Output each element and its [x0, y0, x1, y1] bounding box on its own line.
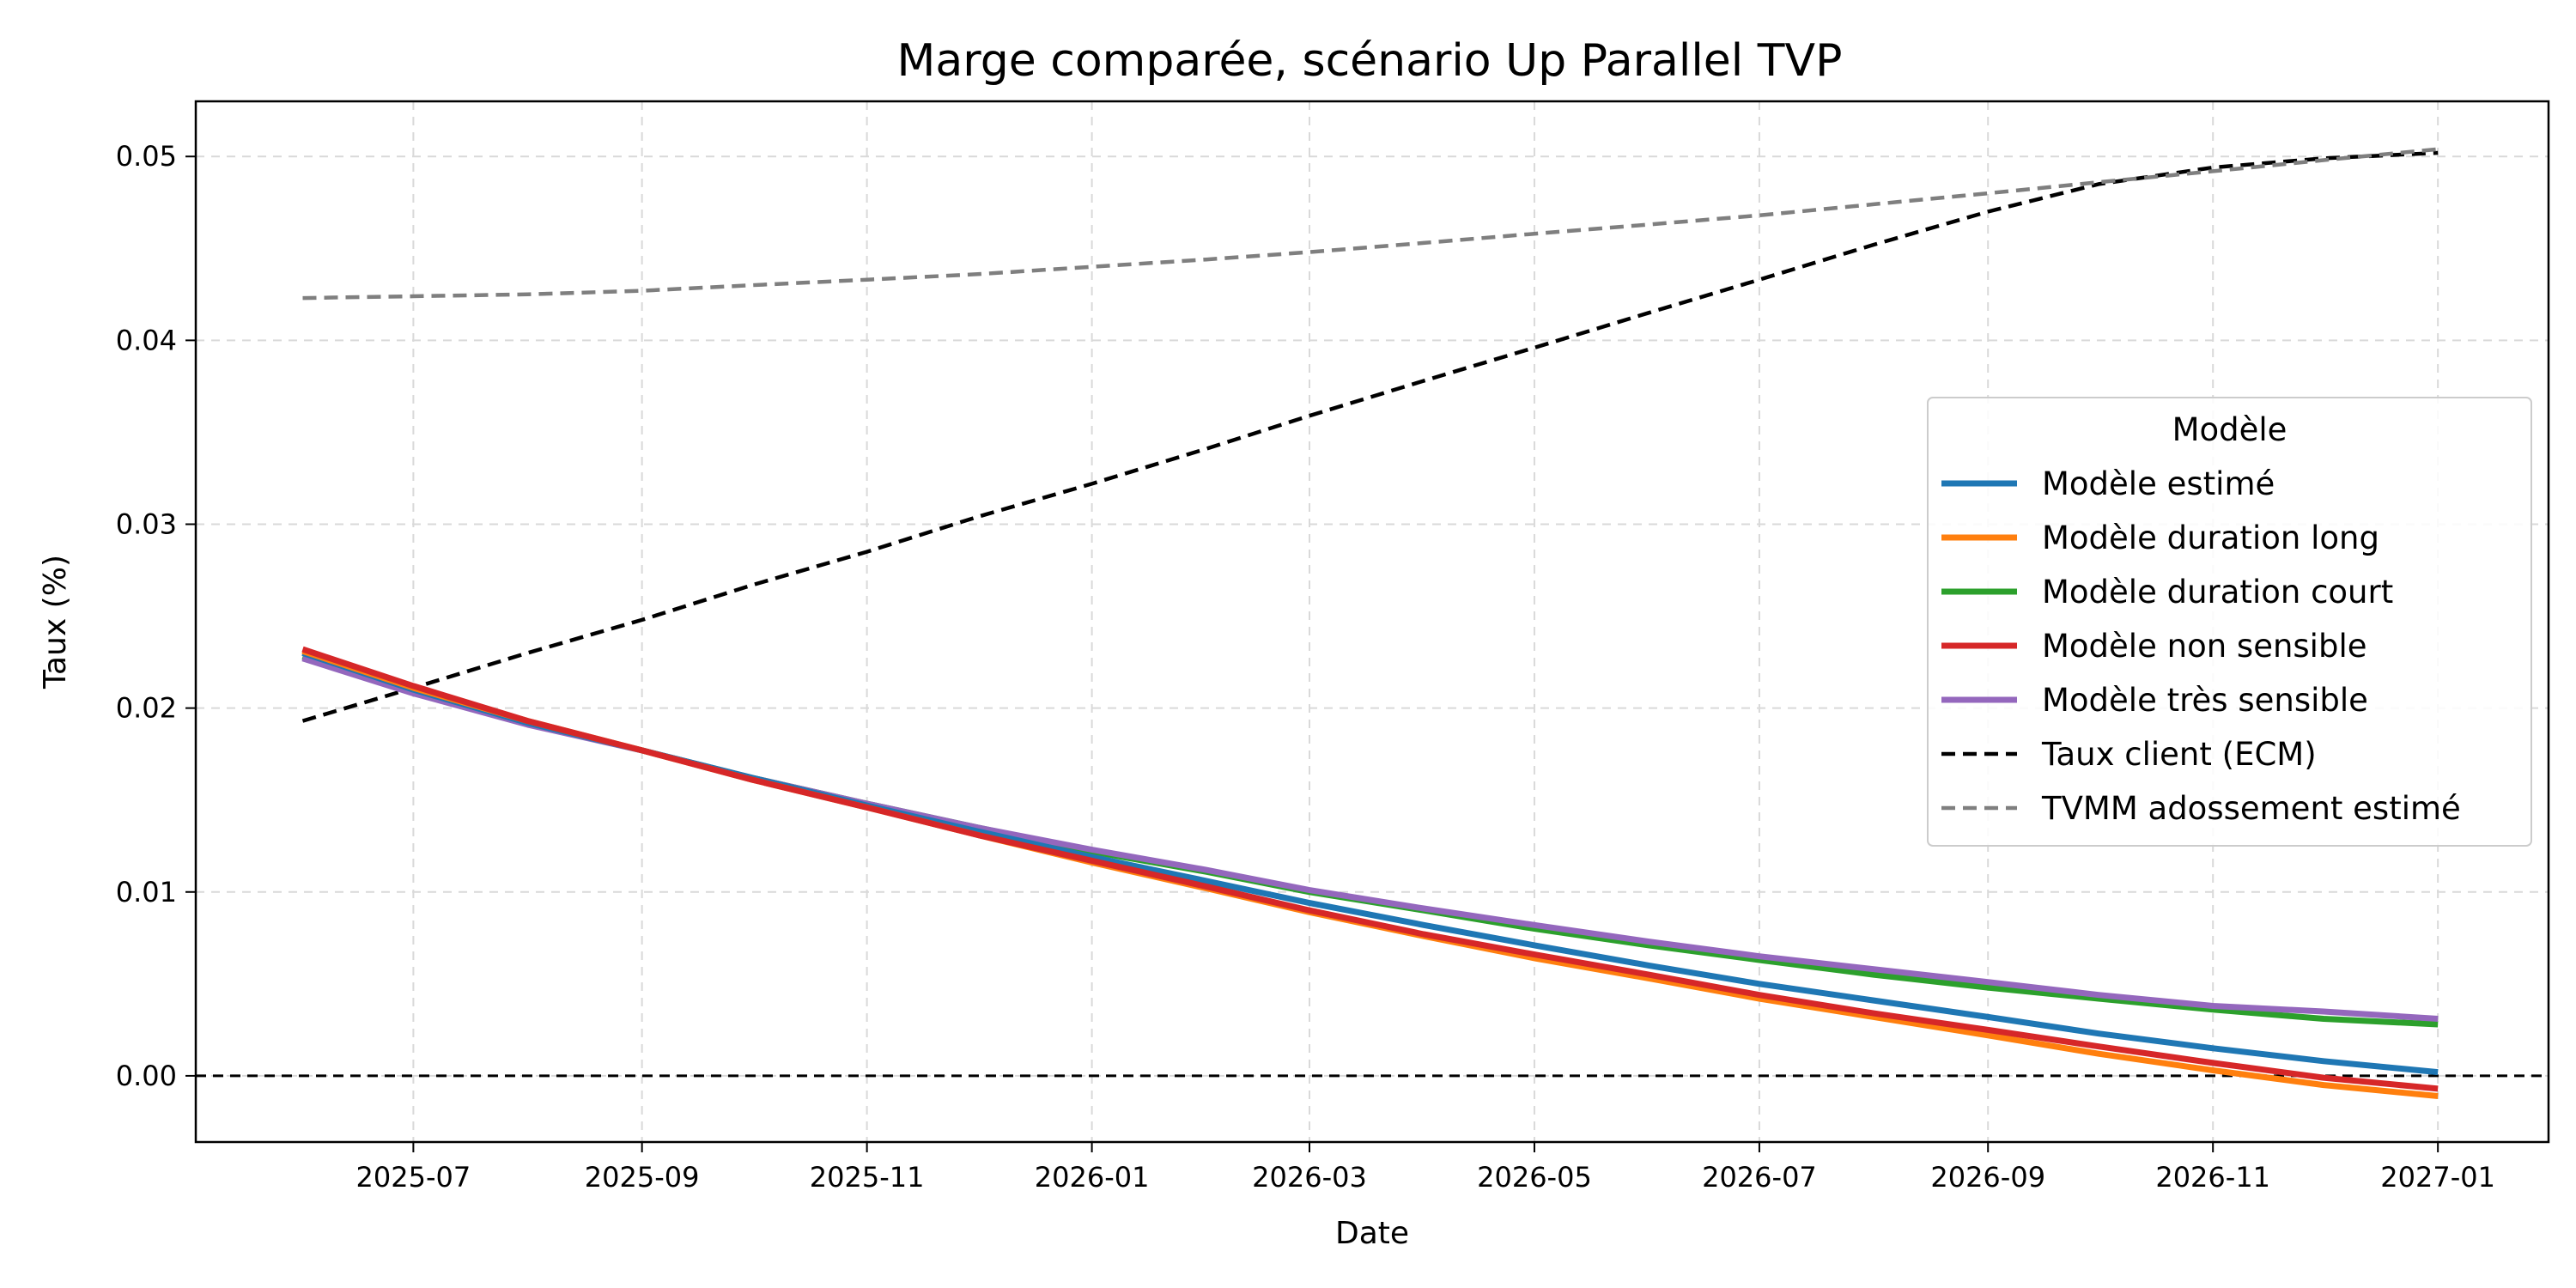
x-tick-label: 2026-07 — [1702, 1161, 1817, 1194]
y-tick-label: 0.01 — [116, 876, 177, 908]
plot-area-frame — [194, 100, 2550, 1144]
legend-item: Modèle duration court — [1941, 574, 2393, 611]
grid — [196, 101, 2549, 1142]
legend-label: Modèle duration court — [2042, 574, 2393, 611]
x-tick-label: 2025-11 — [810, 1161, 925, 1194]
x-tick-label: 2025-09 — [585, 1161, 700, 1194]
x-axis-ticks: 2025-07 2025-09 2025-11 2026-01 2026-03 2026-… — [356, 1142, 2495, 1194]
y-tick-label: 0.00 — [116, 1060, 177, 1092]
x-tick-label: 2026-05 — [1477, 1161, 1592, 1194]
legend-label: TVMM adossement estimé — [2041, 790, 2461, 827]
legend-title: Modèle — [2172, 411, 2287, 448]
legend-label: Modèle non sensible — [2042, 628, 2367, 665]
chart-title: Marge comparée, scénario Up Parallel TVP — [897, 35, 1843, 87]
legend-item: Taux client (ECM) — [1941, 736, 2317, 773]
x-tick-label: 2026-03 — [1252, 1161, 1367, 1194]
legend-items: Modèle estimé Modèle duration long Modèle … — [1941, 465, 2461, 827]
series-lines — [301, 147, 2439, 1099]
legend-item: Modèle duration long — [1941, 519, 2379, 556]
y-tick-label: 0.04 — [116, 324, 177, 356]
x-tick-label: 2026-11 — [2155, 1161, 2270, 1194]
series-line — [301, 150, 2439, 723]
y-axis-ticks: 0.00 0.01 0.02 0.03 0.04 0.05 — [116, 140, 196, 1092]
series-line — [302, 147, 2439, 301]
y-axis-title: Taux (%) — [38, 555, 73, 690]
legend-label: Taux client (ECM) — [2041, 736, 2317, 773]
legend-label: Modèle estimé — [2042, 465, 2275, 502]
legend-item: Modèle estimé — [1941, 465, 2275, 502]
legend-label: Modèle duration long — [2042, 519, 2379, 556]
y-tick-label: 0.02 — [116, 692, 177, 725]
series-line — [301, 646, 2439, 1092]
legend: Modèle Modèle estimé Modèle duration long… — [1927, 397, 2532, 847]
x-tick-label: 2026-01 — [1035, 1161, 1150, 1194]
legend-item: Modèle très sensible — [1941, 682, 2368, 719]
legend-item: Modèle non sensible — [1941, 628, 2367, 665]
legend-box — [1927, 397, 2532, 847]
x-tick-label: 2027-01 — [2380, 1161, 2495, 1194]
legend-item: TVMM adossement estimé — [1941, 790, 2461, 827]
legend-label: Modèle très sensible — [2042, 682, 2368, 719]
x-axis-title: Date — [1335, 1216, 1409, 1251]
y-tick-label: 0.03 — [116, 508, 177, 541]
x-tick-label: 2025-07 — [356, 1161, 471, 1194]
x-tick-label: 2026-09 — [1930, 1161, 2045, 1194]
y-tick-label: 0.05 — [116, 140, 177, 173]
